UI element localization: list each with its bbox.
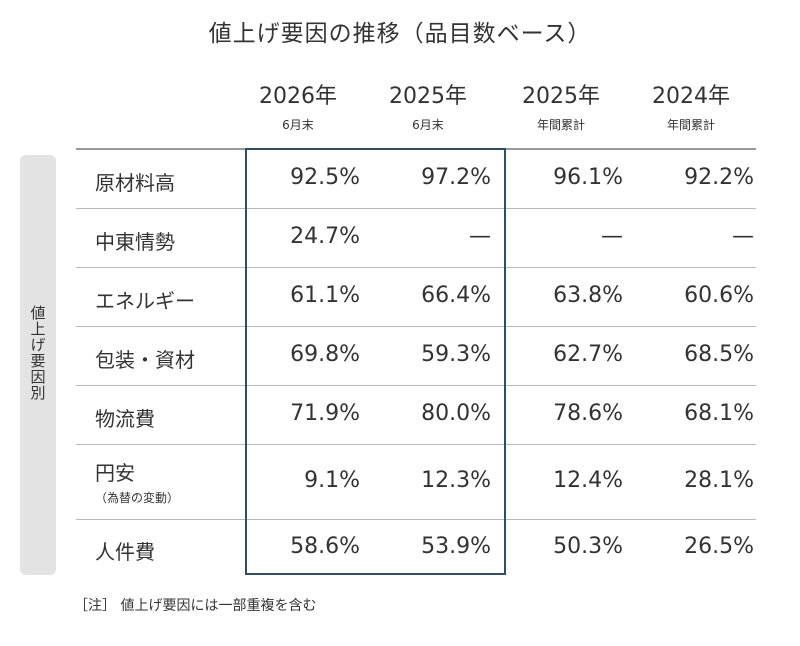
column-header-2025-annual: 2025年 年間累計 xyxy=(496,84,626,132)
row-label-text: 人件費 xyxy=(95,540,155,564)
table-cell: 50.3% xyxy=(553,534,623,559)
table-cell: 69.8% xyxy=(290,342,360,367)
column-sub: 6月末 xyxy=(412,118,444,132)
table-row: 原材料高 92.5% 97.2% 96.1% 92.2% xyxy=(76,150,756,209)
side-label-text: 値上げ要因別 xyxy=(28,305,47,401)
chart-title: 値上げ要因の推移（品目数ベース） xyxy=(208,21,592,47)
row-label: エネルギー xyxy=(95,285,195,314)
table-cell: 96.1% xyxy=(553,165,623,190)
table-cell: 71.9% xyxy=(290,401,360,426)
table-cell: 68.1% xyxy=(684,401,754,426)
table-cell: 12.4% xyxy=(553,468,623,493)
row-label: 包装・資材 xyxy=(95,344,195,373)
column-sub: 年間累計 xyxy=(666,118,715,132)
table-cell: 24.7% xyxy=(290,224,360,249)
row-label-text: 物流費 xyxy=(95,407,155,431)
column-header-2024-annual: 2024年 年間累計 xyxy=(626,84,756,132)
table-cell: 28.1% xyxy=(684,468,754,493)
table-cell: 97.2% xyxy=(421,165,491,190)
side-category-label: 値上げ要因別 xyxy=(20,155,56,575)
table-cell: 58.6% xyxy=(290,534,360,559)
row-label: 物流費 xyxy=(95,403,155,432)
row-label: 人件費 xyxy=(95,536,155,565)
column-year: 2025年 xyxy=(389,84,467,109)
footnote: ［注］ 値上げ要因には一部重複を含む xyxy=(74,598,317,614)
table-row: 人件費 58.6% 53.9% 50.3% 26.5% xyxy=(76,520,756,576)
table-row: 包装・資材 69.8% 59.3% 62.7% 68.5% xyxy=(76,327,756,386)
column-year: 2026年 xyxy=(259,84,337,109)
table-cell: — xyxy=(732,224,754,249)
table-cell: 63.8% xyxy=(553,283,623,308)
table-cell: 60.6% xyxy=(684,283,754,308)
row-label-text: 包装・資材 xyxy=(95,348,195,372)
table-cell: — xyxy=(601,224,623,249)
column-sub: 6月末 xyxy=(282,118,314,132)
column-year: 2025年 xyxy=(522,84,600,109)
table-cell: 61.1% xyxy=(290,283,360,308)
table-cell: 92.5% xyxy=(290,165,360,190)
table-cell: 80.0% xyxy=(421,401,491,426)
row-label-text: 中東情勢 xyxy=(95,230,175,254)
table-cell: 9.1% xyxy=(304,468,360,493)
table-cell: 62.7% xyxy=(553,342,623,367)
column-sub: 年間累計 xyxy=(536,118,585,132)
table-cell: 53.9% xyxy=(421,534,491,559)
table-row: 中東情勢 24.7% — — — xyxy=(76,209,756,268)
table-row: 円安 （為替の変動） 9.1% 12.3% 12.4% 28.1% xyxy=(76,445,756,520)
row-label: 中東情勢 xyxy=(95,226,175,255)
row-label: 原材料高 xyxy=(95,167,175,196)
table-cell: 26.5% xyxy=(684,534,754,559)
column-header-2025-june: 2025年 6月末 xyxy=(363,84,493,132)
table-cell: 68.5% xyxy=(684,342,754,367)
row-label-text: エネルギー xyxy=(95,289,195,313)
table-row: エネルギー 61.1% 66.4% 63.8% 60.6% xyxy=(76,268,756,327)
table-cell: 78.6% xyxy=(553,401,623,426)
table-cell: 92.2% xyxy=(684,165,754,190)
row-label-text: 円安 xyxy=(95,461,135,485)
table-cell: 12.3% xyxy=(421,468,491,493)
column-year: 2024年 xyxy=(652,84,730,109)
table-cell: 59.3% xyxy=(421,342,491,367)
table-cell: 66.4% xyxy=(421,283,491,308)
row-label: 円安 （為替の変動） xyxy=(95,457,179,506)
row-label-text: 原材料高 xyxy=(95,171,175,195)
table-cell: — xyxy=(469,224,491,249)
table-row: 物流費 71.9% 80.0% 78.6% 68.1% xyxy=(76,386,756,445)
row-label-note: （為替の変動） xyxy=(95,491,180,505)
column-header-2026-june: 2026年 6月末 xyxy=(233,84,363,132)
